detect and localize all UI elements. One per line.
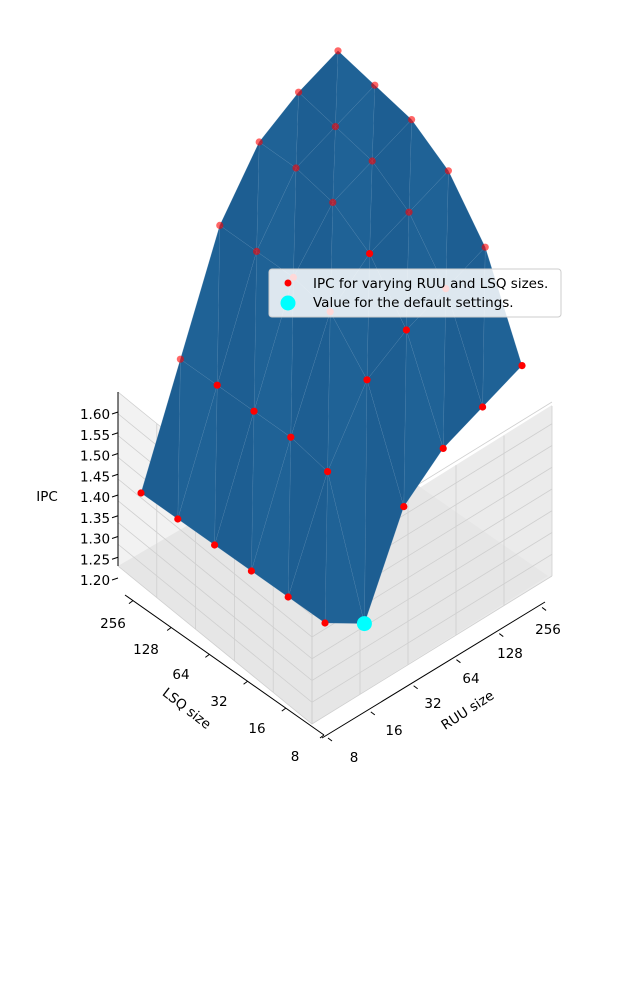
axes bbox=[111, 392, 547, 742]
default-setting-point bbox=[356, 616, 372, 632]
z-tick-label: 1.45 bbox=[80, 469, 110, 485]
z-axis-label: IPC bbox=[36, 489, 58, 505]
data-point bbox=[481, 243, 489, 251]
ruu-tick-label: 128 bbox=[497, 646, 523, 662]
surface-facet bbox=[177, 385, 218, 546]
lsq-tick bbox=[166, 627, 172, 631]
data-point bbox=[366, 250, 374, 258]
z-tick-label: 1.20 bbox=[80, 573, 110, 589]
z-tick bbox=[111, 577, 119, 581]
ruu-tick-label: 8 bbox=[350, 750, 359, 766]
data-point bbox=[287, 433, 295, 441]
lsq-tick-label: 256 bbox=[100, 616, 126, 632]
legend: IPC for varying RUU and LSQ sizes. Value… bbox=[268, 268, 562, 318]
data-points bbox=[137, 47, 526, 632]
data-point bbox=[176, 355, 184, 363]
data-point bbox=[331, 123, 339, 131]
lsq-tick-label: 32 bbox=[210, 694, 227, 710]
ruu-axis-label: RUU size bbox=[438, 688, 497, 734]
data-point bbox=[518, 362, 526, 370]
legend-label-points: IPC for varying RUU and LSQ sizes. bbox=[313, 276, 548, 292]
z-tick bbox=[111, 453, 119, 456]
data-point bbox=[479, 403, 487, 411]
z-tick-label: 1.55 bbox=[80, 428, 110, 444]
data-point bbox=[405, 208, 413, 216]
data-point bbox=[371, 81, 379, 89]
data-point bbox=[211, 541, 219, 549]
z-tick bbox=[111, 556, 119, 560]
surface-facet bbox=[214, 411, 255, 572]
ruu-tick-label: 64 bbox=[462, 671, 479, 687]
data-point bbox=[284, 593, 292, 601]
data-point bbox=[174, 515, 182, 523]
ruu-tick bbox=[327, 737, 333, 742]
surface-facet bbox=[180, 225, 220, 386]
tick-labels: 8 16 32 64 128 256 8 16 32 64 128 256 1.20 1.25 1.30 1.… bbox=[80, 407, 561, 766]
lsq-tick bbox=[281, 707, 287, 712]
ruu-axis-line bbox=[321, 601, 546, 739]
data-point bbox=[408, 116, 416, 124]
data-point bbox=[216, 221, 224, 229]
data-point bbox=[363, 376, 371, 384]
z-tick-label: 1.50 bbox=[80, 449, 110, 465]
ruu-tick-label: 32 bbox=[424, 696, 441, 712]
data-point bbox=[439, 444, 447, 452]
legend-box bbox=[268, 268, 562, 318]
data-point bbox=[400, 503, 408, 511]
data-point bbox=[324, 468, 332, 476]
data-point bbox=[247, 567, 255, 575]
surface-facet bbox=[251, 437, 291, 598]
legend-marker-default bbox=[280, 295, 296, 311]
z-tick-label: 1.60 bbox=[80, 407, 110, 423]
z-tick bbox=[111, 515, 119, 519]
lsq-tick bbox=[243, 680, 248, 685]
ruu-tick bbox=[456, 659, 461, 664]
data-point bbox=[253, 247, 261, 255]
lsq-tick-label: 8 bbox=[291, 749, 300, 765]
z-tick bbox=[111, 432, 119, 436]
data-point bbox=[295, 88, 303, 96]
data-point bbox=[402, 326, 410, 334]
data-point bbox=[292, 164, 300, 172]
data-point bbox=[255, 138, 263, 146]
lsq-tick-label: 128 bbox=[133, 642, 159, 658]
lsq-axis-line bbox=[124, 594, 325, 736]
z-tick bbox=[111, 494, 119, 498]
z-tick-label: 1.30 bbox=[80, 532, 110, 548]
z-tick bbox=[111, 473, 119, 477]
ruu-tick bbox=[413, 685, 418, 690]
data-point bbox=[213, 381, 221, 389]
lsq-tick bbox=[205, 653, 210, 658]
lsq-tick-label: 16 bbox=[248, 721, 265, 737]
ruu-tick-label: 256 bbox=[535, 622, 561, 638]
surface-facet bbox=[140, 359, 181, 520]
data-point bbox=[321, 619, 329, 627]
lsq-tick bbox=[319, 734, 325, 739]
lsq-tick bbox=[128, 600, 134, 604]
z-tick-label: 1.35 bbox=[80, 511, 110, 527]
data-point bbox=[137, 489, 145, 497]
z-tick bbox=[111, 411, 119, 415]
data-point bbox=[329, 198, 337, 206]
lsq-tick-label: 64 bbox=[172, 667, 189, 683]
legend-marker-points bbox=[284, 279, 292, 287]
data-point bbox=[334, 47, 342, 55]
z-tick-label: 1.40 bbox=[80, 490, 110, 506]
ruu-tick bbox=[541, 607, 547, 611]
ruu-tick-label: 16 bbox=[385, 723, 402, 739]
z-tick bbox=[111, 536, 119, 539]
surface-facet bbox=[287, 471, 328, 624]
data-point bbox=[368, 157, 376, 165]
ruu-tick bbox=[498, 633, 504, 637]
data-point bbox=[250, 407, 258, 415]
data-point bbox=[444, 167, 452, 175]
legend-label-default: Value for the default settings. bbox=[313, 295, 514, 311]
z-tick-label: 1.25 bbox=[80, 552, 110, 568]
ruu-tick bbox=[370, 711, 376, 716]
lsq-axis-label: LSQ size bbox=[159, 685, 214, 733]
